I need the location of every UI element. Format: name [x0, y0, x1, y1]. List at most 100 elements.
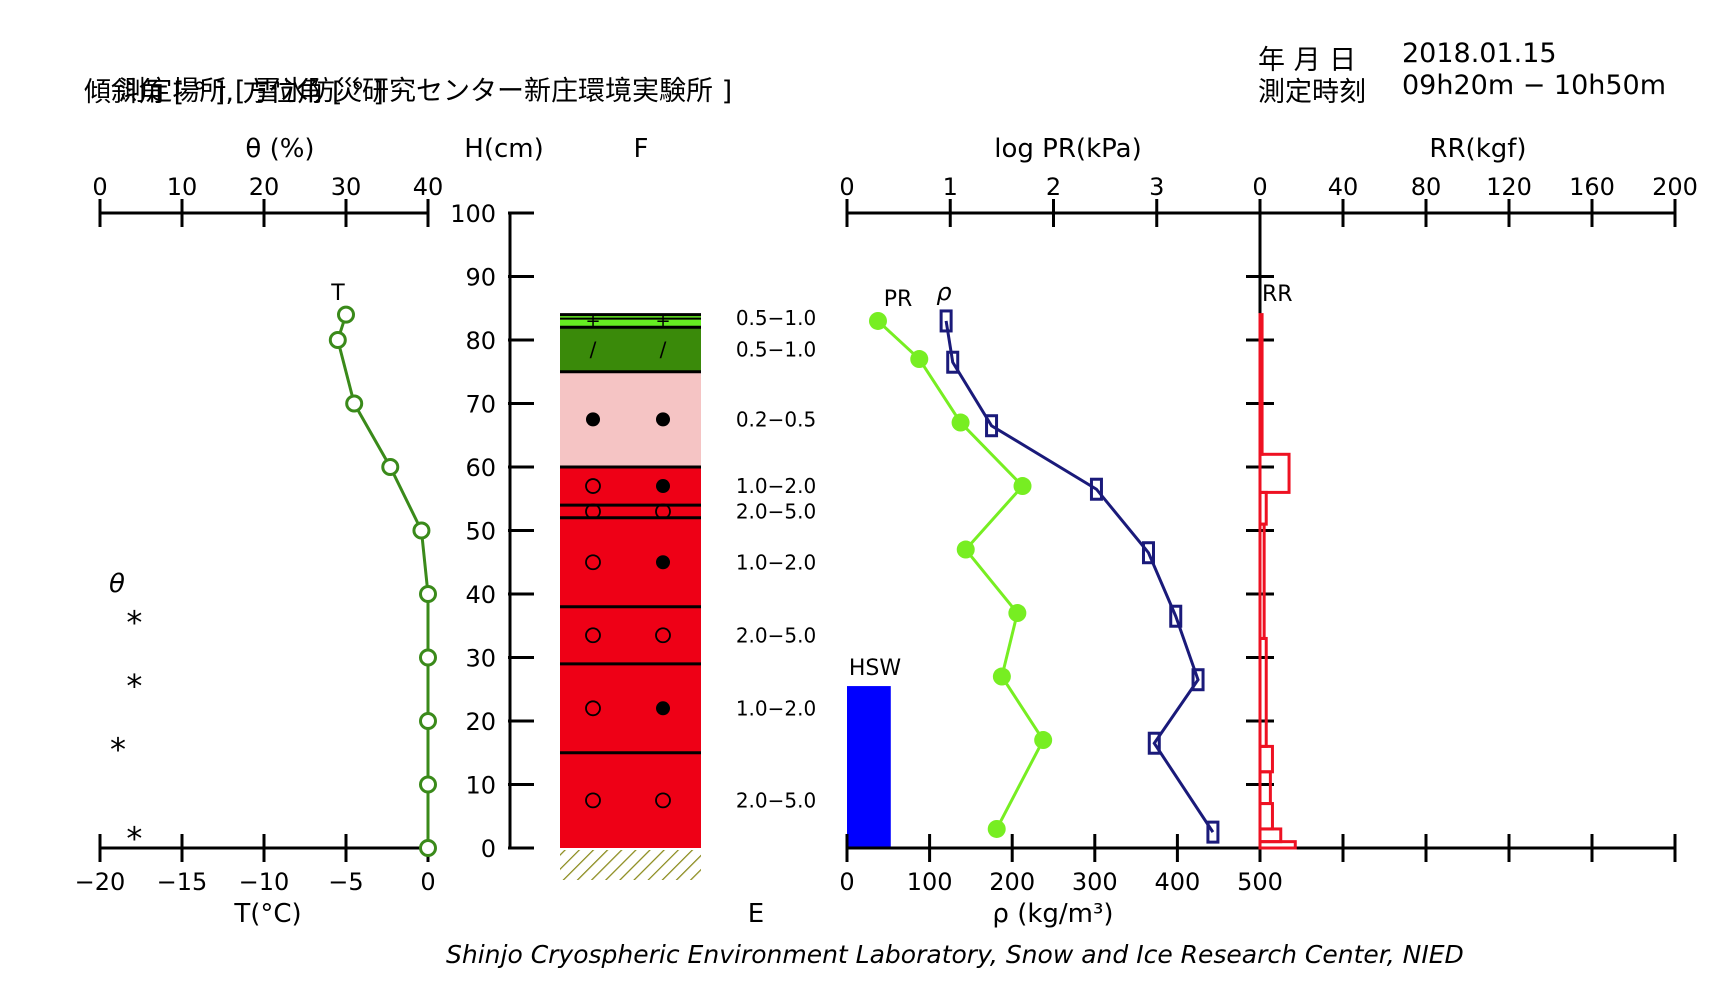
t-axis-title: T(°C)	[233, 899, 301, 929]
grain-solid-symbol	[656, 479, 670, 494]
hardness-point	[956, 540, 975, 559]
snow-layer	[560, 606, 701, 664]
grain-size-label: 1.0−2.0	[736, 550, 816, 574]
grain-solid-symbol	[656, 701, 670, 716]
grain-solid-symbol	[586, 412, 600, 427]
density-point	[1141, 541, 1155, 565]
density-axis-title: ρ (kg/m³)	[992, 899, 1113, 929]
rr-segment	[1258, 770, 1272, 806]
theta-axis-tick-label: 40	[413, 173, 444, 201]
hsw-bar	[847, 686, 891, 848]
height-axis-tick-label: 100	[450, 200, 496, 228]
hardness-point	[951, 413, 970, 432]
height-axis-tick-label: 30	[465, 645, 496, 673]
snow-layer	[560, 752, 701, 848]
hardness-point	[910, 350, 929, 369]
snow-layer	[560, 517, 701, 607]
pr-axis-tick-label: 2	[1046, 173, 1061, 201]
t-axis-tick-label: 0	[420, 868, 435, 896]
hardness-point	[1013, 477, 1032, 496]
temperature-line	[336, 314, 430, 848]
height-axis-tick-label: 50	[465, 518, 496, 546]
temperature-point	[381, 458, 400, 476]
temperature-series-label: T	[330, 281, 345, 306]
height-axis-tick-label: 60	[465, 454, 496, 482]
rr-series-label: RR	[1262, 282, 1293, 307]
header-location-line: 測定場所 [ 雪氷防災研究センター新庄環境実験所 ]	[118, 76, 733, 107]
date-value: 2018.01.15	[1402, 38, 1557, 69]
grain-size-label: 2.0−5.0	[736, 788, 816, 812]
t-axis-tick-label: −20	[75, 868, 126, 896]
theta-marker-label: θ	[109, 569, 125, 599]
density-line	[944, 320, 1215, 833]
snow-layer	[560, 327, 701, 372]
density-point	[1169, 604, 1183, 628]
density-series-label: ρ	[936, 278, 951, 306]
theta-axis-tick-label: 0	[92, 173, 107, 201]
temperature-point	[345, 394, 364, 413]
grain-open-symbol	[655, 792, 671, 809]
temperature-point	[419, 775, 437, 794]
theta-axis-tick-label: 30	[331, 173, 362, 201]
grain-open-symbol	[585, 627, 601, 644]
density-axis-tick-label: 400	[1154, 868, 1200, 896]
pr-axis-tick-label: 0	[839, 173, 854, 201]
rr-segment	[1258, 452, 1291, 494]
rr-segment	[1258, 490, 1268, 526]
rr-segment	[1258, 840, 1297, 850]
grain-open-symbol	[655, 627, 671, 644]
density-point	[1089, 477, 1103, 501]
hardness-point	[987, 819, 1006, 838]
grain-open-symbol	[585, 478, 601, 494]
grain-size-label: 1.0−2.0	[736, 474, 816, 498]
hardness-point	[1034, 731, 1053, 750]
pr-axis-tick-label: 3	[1149, 173, 1164, 201]
density-point	[946, 350, 960, 374]
ground-hatch	[560, 850, 701, 880]
height-axis-tick-label: 80	[465, 327, 496, 355]
t-axis-tick-label: −5	[328, 868, 363, 896]
rr-axis-tick-label: 0	[1252, 173, 1267, 201]
grain-open-symbol	[585, 792, 601, 809]
temperature-point	[419, 839, 437, 857]
pr-axis-title: log PR(kPa)	[994, 134, 1141, 164]
grain-size-label: 2.0−5.0	[736, 623, 816, 647]
water-content-marker: *	[126, 819, 142, 857]
density-axis-tick-label: 0	[839, 868, 854, 896]
hardness-point	[868, 311, 887, 330]
pr-axis-tick-label: 1	[943, 173, 958, 201]
density-point	[1206, 820, 1220, 844]
height-axis-tick-label: 20	[465, 708, 496, 736]
grain-text-symbol: /	[660, 338, 667, 362]
hsw-label: HSW	[849, 656, 902, 681]
snow-layer	[560, 371, 701, 467]
t-axis-tick-label: −15	[157, 868, 208, 896]
density-point	[1147, 731, 1161, 755]
theta-axis-title: θ (%)	[245, 134, 314, 164]
theta-axis-tick-label: 20	[249, 173, 280, 201]
grain-size-label: 1.0−2.0	[736, 696, 816, 720]
temperature-point	[419, 648, 437, 667]
location-label: 測定場所	[118, 76, 227, 107]
density-axis-tick-label: 100	[907, 868, 953, 896]
water-content-marker: *	[110, 730, 126, 768]
temperature-point	[419, 712, 437, 730]
grain-size-label: 0.2−0.5	[736, 407, 816, 431]
hardness-point	[992, 667, 1011, 686]
rr-segment	[1258, 827, 1283, 844]
snow-layer	[560, 663, 701, 753]
rr-segment	[1258, 636, 1268, 748]
e-label: E	[748, 899, 764, 929]
time-label: 測定時刻	[1258, 77, 1366, 108]
temperature-point	[412, 521, 431, 540]
temperature-point	[419, 585, 437, 603]
rr-axis-tick-label: 40	[1328, 173, 1359, 201]
height-axis-tick-label: 40	[465, 581, 496, 609]
density-axis-tick-label: 500	[1237, 868, 1283, 896]
time-value: 09h20m − 10h50m	[1402, 70, 1667, 101]
f-label: F	[634, 134, 649, 164]
height-axis-tick-label: 90	[465, 264, 496, 292]
grain-size-label: 0.5−1.0	[736, 306, 816, 330]
